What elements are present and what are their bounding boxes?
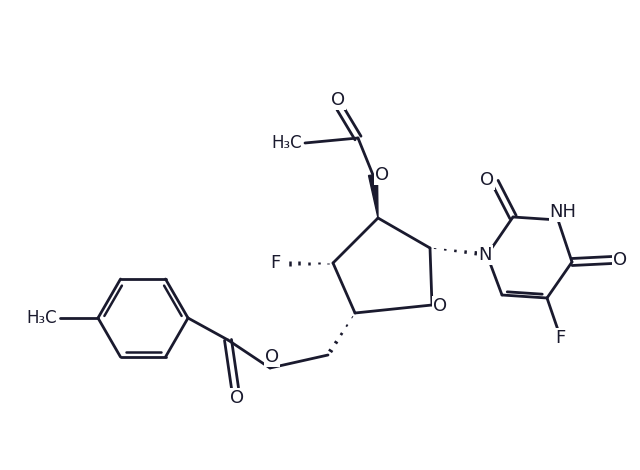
Text: F: F	[555, 329, 565, 347]
Text: O: O	[433, 297, 447, 315]
Text: H₃C: H₃C	[272, 134, 302, 152]
Text: H₃C: H₃C	[27, 309, 58, 327]
Text: O: O	[375, 166, 389, 184]
Text: O: O	[331, 91, 345, 109]
Text: O: O	[265, 348, 279, 366]
Text: O: O	[480, 171, 494, 189]
Text: NH: NH	[550, 203, 577, 221]
Text: O: O	[613, 251, 627, 269]
Text: O: O	[230, 389, 244, 407]
Text: N: N	[478, 246, 492, 264]
Polygon shape	[369, 174, 378, 218]
Text: F: F	[270, 254, 280, 272]
